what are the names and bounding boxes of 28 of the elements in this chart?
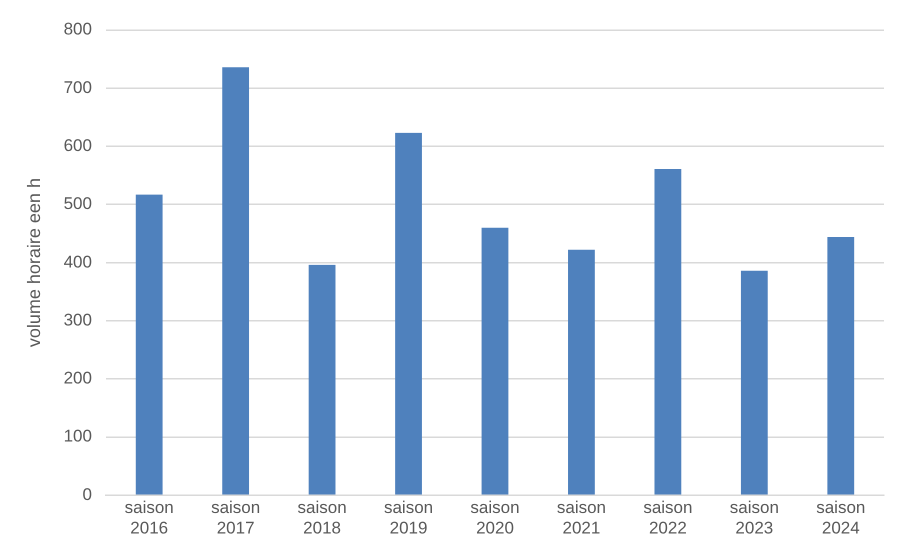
x-tick-label: saison 2020 — [470, 498, 520, 538]
bar — [827, 237, 854, 494]
y-tick-label: 700 — [64, 78, 92, 97]
x-tick-label: saison 2022 — [643, 498, 692, 538]
x-tick-label: saison 2016 — [124, 498, 174, 538]
bar — [395, 132, 422, 494]
x-tick-label: saison 2024 — [816, 498, 866, 538]
y-tick-label: 600 — [64, 136, 92, 155]
bar — [740, 270, 768, 494]
y-tick-label: 500 — [64, 194, 92, 214]
y-tick-label: 800 — [64, 20, 92, 39]
bar — [136, 194, 163, 494]
bar — [654, 168, 682, 494]
y-tick-label: 0 — [82, 484, 92, 504]
y-tick-label: 300 — [64, 310, 92, 330]
y-tick-label: 200 — [64, 368, 92, 388]
y-tick-label: 400 — [64, 252, 92, 272]
x-tick-label: saison 2021 — [556, 498, 606, 538]
y-axis-title: volume horaire een h — [24, 178, 44, 348]
x-tick-label: saison 2018 — [298, 498, 347, 538]
bar — [222, 67, 250, 494]
bar — [482, 228, 508, 494]
x-tick-label: saison 2017 — [211, 498, 260, 538]
bar — [568, 250, 595, 494]
x-tick-label: saison 2019 — [384, 498, 434, 538]
x-tick-label: saison 2023 — [730, 498, 779, 538]
y-tick-label: 100 — [64, 426, 92, 446]
bar — [308, 264, 336, 494]
